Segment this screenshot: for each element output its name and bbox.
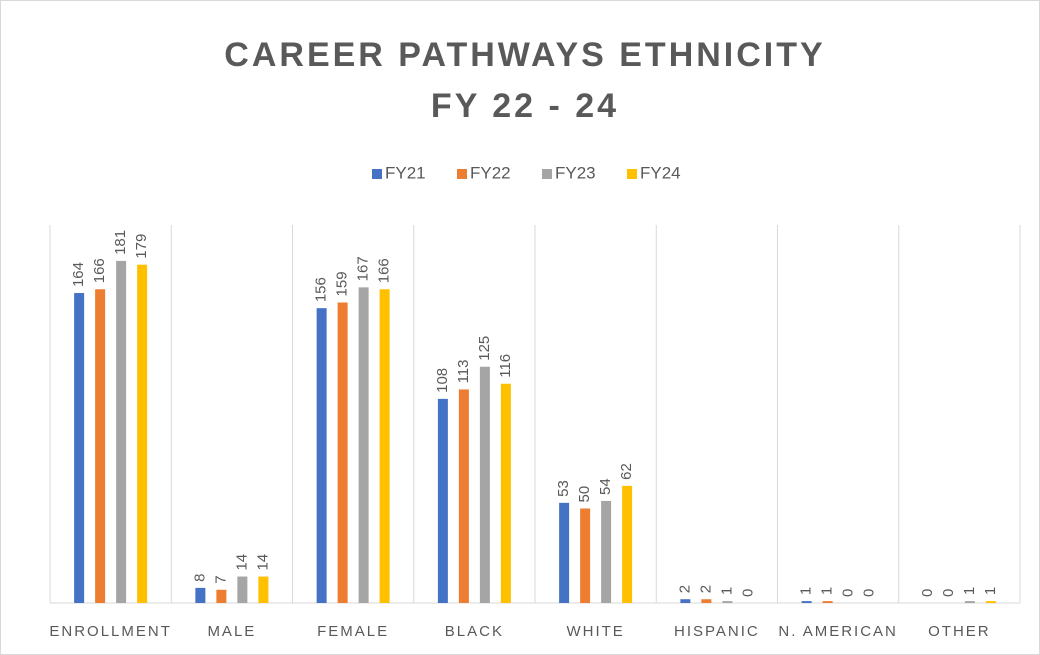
data-label: 50 [576, 486, 593, 503]
data-label: 53 [555, 480, 572, 497]
bar [964, 601, 975, 603]
legend-label: FY22 [470, 163, 511, 182]
chart-title: FY 22 - 24 [431, 87, 619, 125]
data-label: 164 [70, 262, 87, 287]
bar [500, 383, 511, 603]
bar [701, 599, 712, 603]
x-tick-label: BLACK [445, 623, 504, 640]
legend-swatch [627, 169, 637, 179]
bar [237, 576, 248, 603]
bar [801, 601, 812, 603]
data-label: 1 [718, 587, 735, 595]
bar [458, 389, 469, 603]
data-label: 0 [739, 589, 756, 597]
x-tick-label: HISPANIC [674, 623, 760, 640]
data-label: 0 [940, 589, 957, 597]
bar [379, 289, 390, 603]
x-tick-label: FEMALE [317, 623, 389, 640]
bar [822, 601, 833, 603]
legend-swatch [457, 169, 467, 179]
bar [601, 500, 612, 603]
x-tick-label: WHITE [566, 623, 624, 640]
data-label: 8 [191, 574, 208, 582]
data-label: 62 [618, 463, 635, 480]
bar [74, 293, 85, 603]
legend-label: FY21 [385, 163, 426, 182]
legend-swatch [372, 169, 382, 179]
bar [337, 302, 348, 603]
data-label: 1 [961, 587, 978, 595]
data-label: 14 [233, 554, 250, 571]
data-label: 156 [313, 277, 330, 302]
data-label: 166 [376, 258, 393, 283]
data-label: 1 [982, 587, 999, 595]
data-label: 2 [697, 585, 714, 593]
data-label: 0 [840, 589, 857, 597]
chart-title: CAREER PATHWAYS ETHNICITY [224, 36, 825, 74]
data-label: 0 [861, 589, 878, 597]
data-label: 0 [919, 589, 936, 597]
data-label: 159 [334, 271, 351, 296]
data-label: 1 [819, 587, 836, 595]
bar [437, 398, 448, 603]
data-label: 2 [676, 585, 693, 593]
x-tick-label: OTHER [928, 623, 991, 640]
bar [116, 260, 127, 603]
bar [137, 264, 148, 603]
data-label: 125 [476, 336, 493, 361]
data-label: 113 [455, 360, 472, 384]
data-label: 108 [434, 368, 451, 393]
data-label: 7 [212, 575, 229, 583]
legend-swatch [542, 169, 552, 179]
x-tick-label: N. AMERICAN [778, 623, 898, 640]
data-label: 54 [597, 478, 614, 495]
bar [722, 601, 733, 603]
bar [358, 287, 369, 603]
data-label: 116 [497, 354, 514, 378]
data-label: 181 [112, 230, 129, 255]
data-label: 179 [133, 234, 150, 259]
bar [316, 308, 327, 603]
bar [95, 289, 106, 603]
bar [258, 576, 269, 603]
bar [216, 589, 227, 603]
bar [985, 601, 996, 603]
legend-label: FY24 [640, 163, 681, 182]
x-tick-label: MALE [207, 623, 256, 640]
x-tick-label: ENROLLMENT [49, 623, 172, 640]
bar [680, 599, 691, 603]
data-label: 167 [355, 256, 372, 281]
bar [580, 508, 591, 603]
bar [479, 366, 490, 603]
bar [195, 587, 206, 603]
legend-label: FY23 [555, 163, 596, 182]
bar [559, 502, 570, 603]
bar [622, 485, 633, 603]
data-label: 14 [254, 554, 271, 571]
data-label: 166 [91, 258, 108, 283]
data-label: 1 [798, 587, 815, 595]
